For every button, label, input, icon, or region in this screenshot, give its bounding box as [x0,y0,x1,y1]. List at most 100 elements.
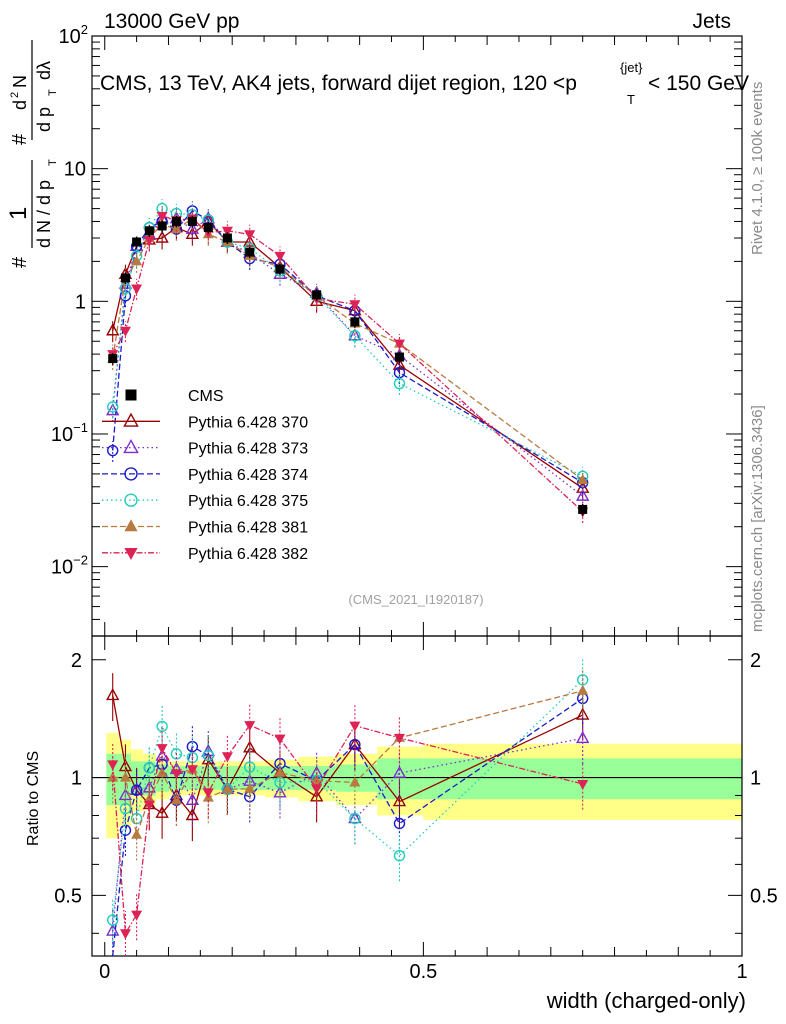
title-sup: {jet} [620,60,643,75]
series-4-ratio-point [170,794,182,805]
legend-label: Pythia 6.428 374 [188,467,308,484]
svg-text:T: T [47,89,59,96]
series-5-point [119,326,131,337]
svg-text:N: N [10,75,30,88]
legend-label: Pythia 6.428 373 [188,441,308,458]
series-4-ratio-point [274,766,286,777]
series-3-point [107,401,119,413]
series-3-ratio-point [119,802,132,815]
legend: CMS Pythia 6.428 370 Pythia 6.428 373 Pythi… [102,388,308,563]
cms-point [157,221,167,231]
series-5-ratio-point [311,784,323,795]
series-2-ratio-point [130,784,143,796]
series-1-point [348,328,362,341]
series-1-ratio-point [392,765,407,778]
legend-marker [124,519,138,532]
series-3-ratio-point [143,762,156,774]
y-tick-label: 10−1 [51,420,88,446]
series-4-ratio-point [577,684,589,695]
series-0-ratio-point [155,805,169,818]
series-4-ratio-point [119,771,131,782]
series-5-ratio-point [221,752,233,763]
series-0-ratio-point [185,808,200,821]
svg-text:#: # [9,133,31,145]
series-3-ratio-point [393,849,406,862]
cms-point [203,223,213,233]
series-2-point [107,444,119,457]
series-0-point [106,323,120,336]
series-3-ratio-point [202,749,214,762]
y-tick-label: 10−2 [51,553,88,579]
series-5-point [131,284,143,295]
series-5-point [221,226,233,237]
series-5-point [349,300,361,311]
x-axis-label: width (charged-only) [546,988,746,1013]
svg-text:1: 1 [5,207,32,220]
svg-text:dλ: dλ [34,61,54,80]
main-panel: 10−2 10−1 1 10 102 [51,22,743,637]
cms-point [275,264,285,274]
series-0-point [155,230,169,243]
cms-point [578,504,588,514]
series-5-point [393,339,405,350]
y-tick-label: 102 [59,22,88,48]
series-3-ratio-point [349,812,361,825]
x-tick-label: 1 [736,961,747,983]
series-4-ratio-point [131,828,143,839]
series-5-point [274,251,286,262]
series-3-line [112,207,583,477]
series-1-ratio-point [576,730,590,744]
title-main: CMS, 13 TeV, AK4 jets, forward dijet reg… [100,72,577,95]
series-5-ratio-point [577,779,589,790]
svg-text:#: # [9,256,31,268]
title-sub: T [627,92,635,107]
series-0-ratio-point [106,687,120,701]
series-0-ratio-point [392,794,407,807]
cms-point [222,233,232,243]
series-5-point [143,235,155,246]
series-5-ratio-point [349,721,361,732]
y-axis-label-top: # 1 d N / d p T # d 2 N d p T dλ [5,40,59,268]
svg-text:T: T [47,159,59,166]
y-tick-label: 1 [75,291,86,313]
cms-point [171,216,181,226]
series-2-ratio-point [393,817,406,830]
series-1-point [185,221,200,234]
legend-marker [124,467,138,481]
series-4-ratio-point [311,774,323,785]
series-1-point [576,488,590,501]
series-5-ratio-point [244,721,256,732]
svg-text:2: 2 [9,92,21,98]
series-4-ratio-point [349,776,361,787]
series-3-ratio-point [156,720,168,733]
series-5-ratio-point [393,733,405,744]
cms-point [144,226,154,236]
series-5-point [156,211,168,222]
x-tick-label: 0.5 [409,961,437,983]
series-5-point [244,230,256,241]
cms-point [187,216,197,226]
ratio-y-tick-label: 2 [71,650,82,672]
title-tail: < 150 GeV [648,72,749,95]
header-jets: Jets [692,10,731,33]
legend-marker [125,389,137,401]
legend-marker [123,438,139,454]
series-5-ratio-line [112,724,583,936]
ratio-panel: 0 0.5 1 0.5 0.5 1 1 2 2 [54,36,778,983]
series-3-point [393,377,406,390]
legend-marker [124,548,138,560]
series-5-ratio-point [274,734,286,745]
ratio-y-tick-label-right: 0.5 [750,885,778,907]
ratio-y-tick-label-right: 2 [750,650,761,672]
series-5-ratio-point [156,744,168,755]
cms-point [350,317,360,327]
legend-label: Pythia 6.428 381 [188,520,308,537]
legend-label: Pythia 6.428 370 [188,414,308,431]
svg-text:d p: d p [34,107,54,132]
rivet-label: Rivet 4.1.0, ≥ 100k events [749,82,766,255]
series-4-ratio-point [221,783,233,794]
ratio-y-tick-label-right: 1 [750,768,761,790]
cms-point [312,290,322,300]
series-4-point [131,255,143,266]
